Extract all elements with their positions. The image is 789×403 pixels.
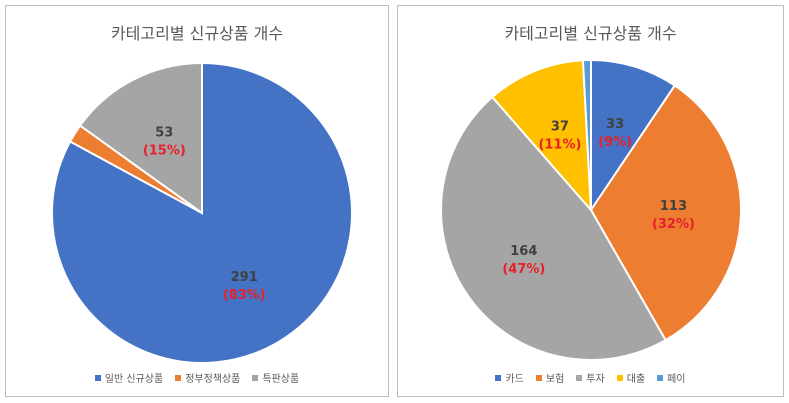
slice-value-label: 291 — [231, 270, 258, 285]
legend-item: 대출 — [616, 370, 646, 385]
legend-label: 페이 — [667, 374, 686, 385]
legend-swatch — [657, 375, 664, 381]
legend-swatch — [252, 375, 259, 381]
legend-swatch — [616, 375, 623, 381]
legend-item: 일반 신규상품 — [94, 370, 164, 385]
legend-swatch — [495, 375, 502, 381]
pie-slice — [589, 84, 742, 342]
slice-percent-label: (32%) — [652, 217, 695, 232]
chart-title: 카테고리별 신규상품 개수 — [504, 24, 677, 43]
slice-value-label: 53 — [155, 126, 173, 141]
pie-slice — [440, 95, 667, 361]
legend-label: 보험 — [545, 374, 565, 385]
pie-slice — [590, 58, 677, 214]
legend-label: 일반 신규상품 — [104, 374, 164, 385]
pie-slice — [581, 58, 592, 211]
legend-swatch — [94, 375, 101, 381]
slice-value-label: 164 — [510, 244, 537, 259]
legend-swatch — [576, 375, 583, 381]
legend-label: 특판상품 — [262, 374, 300, 385]
legend-right: 카드 보험 투자 대출 페이 — [398, 370, 783, 385]
legend-left: 일반 신규상품 정부정책상품 특판상품 — [6, 370, 388, 385]
slice-value-label: 37 — [551, 120, 569, 135]
legend-label: 투자 — [586, 374, 605, 385]
slice-percent-label: (83%) — [223, 288, 266, 303]
pie-slice — [490, 59, 593, 213]
legend-item: 투자 — [576, 370, 605, 385]
slice-percent-label: (11%) — [538, 138, 581, 153]
legend-item: 보험 — [535, 370, 565, 385]
chart-panel-left: 카테고리별 신규상품 개수 291 (83%) 53 (15%) 일반 신규상품 정부정… — [5, 5, 389, 397]
legend-swatch — [175, 375, 182, 381]
legend-label: 카드 — [505, 374, 524, 385]
slice-percent-label: (47%) — [502, 262, 545, 277]
slice-value-label: 113 — [660, 199, 687, 214]
legend-item: 카드 — [495, 370, 524, 385]
legend-item: 정부정책상품 — [175, 370, 240, 385]
legend-label: 대출 — [626, 374, 646, 385]
pie-chart-left: 291 (83%) 53 (15%) — [51, 61, 353, 364]
slice-value-label: 33 — [606, 117, 624, 132]
slice-percent-label: (9%) — [598, 135, 632, 150]
pie-slice — [78, 61, 203, 215]
chart-title: 카테고리별 신규상품 개수 — [110, 24, 284, 43]
legend-label: 정부정책상품 — [185, 374, 241, 385]
legend-item: 특판상품 — [252, 370, 299, 385]
slice-percent-label: (15%) — [143, 144, 186, 159]
legend-swatch — [535, 375, 542, 381]
chart-panel-right: 카테고리별 신규상품 개수 33 (9%) 113 (32%) 164 (47%) 37 (1… — [397, 5, 784, 397]
pie-chart-right: 33 (9%) 113 (32%) 164 (47%) 37 (11%) — [440, 58, 742, 361]
legend-item: 페이 — [657, 370, 686, 385]
